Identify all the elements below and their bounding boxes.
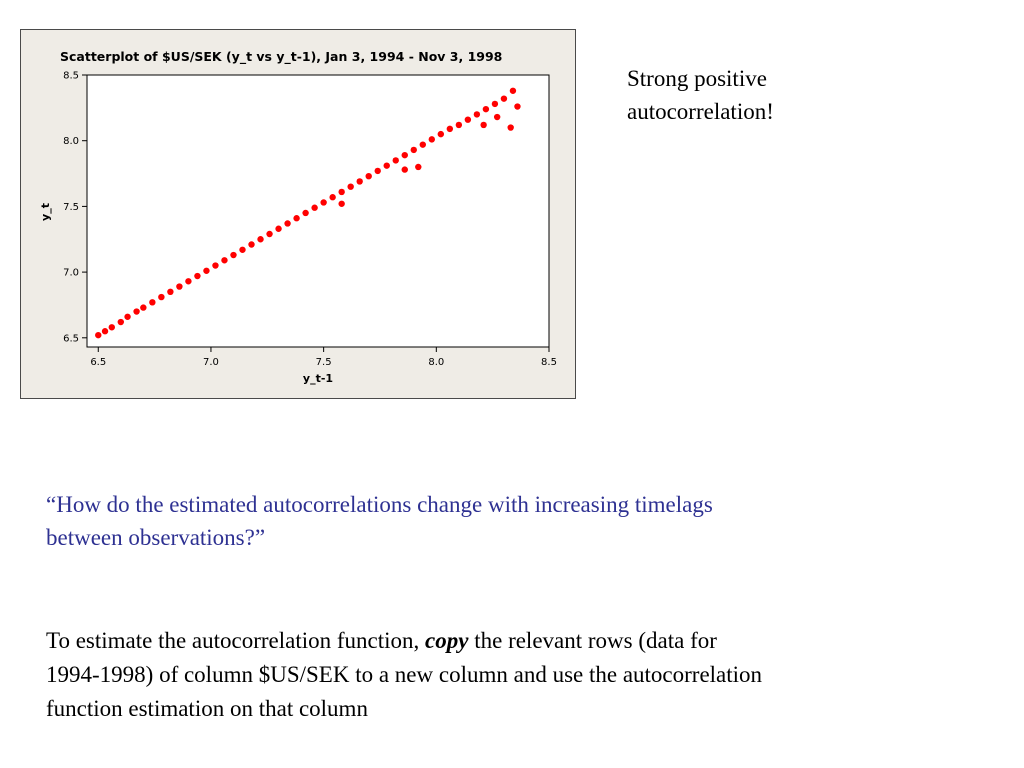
scatter-point	[221, 257, 228, 264]
x-axis: 6.5 7.0 7.5 8.0 8.5	[90, 347, 557, 368]
question-line-2: between observations?”	[46, 525, 266, 550]
data-points	[95, 87, 521, 339]
observation-note: Strong positive autocorrelation!	[627, 62, 957, 128]
scatter-point	[401, 151, 408, 159]
scatter-point	[176, 283, 183, 290]
scatter-point	[275, 225, 282, 232]
scatter-point	[356, 178, 363, 185]
x-tick-label: 7.5	[316, 357, 332, 368]
instructions-emphasis: copy	[425, 628, 469, 653]
scatter-point	[365, 172, 372, 180]
instructions-line-2: 1994-1998) of column $US/SEK to a new co…	[46, 662, 763, 687]
scatter-point	[108, 324, 115, 331]
scatter-point	[428, 136, 436, 143]
scatter-point	[338, 200, 345, 207]
scatter-point	[257, 236, 264, 243]
scatter-point	[507, 124, 514, 131]
instructions-line-1: To estimate the autocorrelation function…	[46, 624, 986, 658]
scatter-point	[482, 105, 490, 113]
scatter-point	[133, 308, 140, 315]
scatter-point	[464, 116, 472, 123]
scatter-point	[493, 113, 501, 121]
scatter-point	[95, 331, 102, 339]
scatter-point	[302, 209, 309, 217]
scatter-point	[374, 167, 381, 175]
question-line-1: “How do the estimated autocorrelations c…	[46, 492, 713, 517]
scatter-point	[101, 328, 109, 335]
scatter-point	[185, 278, 192, 285]
scatter-point	[212, 262, 219, 269]
instructions-part-2: the relevant rows (data for	[468, 628, 717, 653]
scatter-point	[203, 267, 210, 274]
scatter-point	[392, 157, 399, 164]
scatter-point	[117, 318, 125, 326]
scatter-point	[347, 183, 354, 190]
scatter-point	[230, 251, 237, 259]
scatter-point	[149, 299, 156, 306]
scatter-point	[437, 130, 445, 138]
scatter-point	[194, 272, 201, 280]
instructions-part-1: To estimate the autocorrelation function…	[46, 628, 426, 653]
scatter-point	[266, 230, 273, 238]
scatter-point	[500, 95, 508, 102]
question-text: “How do the estimated autocorrelations c…	[46, 488, 946, 554]
scatterplot-chart: Scatterplot of $US/SEK (y_t vs y_t-1), J…	[20, 29, 576, 399]
scatter-point	[446, 125, 454, 133]
y-tick-label: 8.5	[63, 71, 79, 82]
scatter-point	[480, 121, 487, 129]
chart-title: Scatterplot of $US/SEK (y_t vs y_t-1), J…	[60, 49, 502, 65]
scatter-point	[514, 103, 521, 110]
scatter-point	[167, 288, 174, 296]
x-tick-label: 6.5	[90, 357, 106, 368]
note-line-2: autocorrelation!	[627, 99, 774, 124]
scatter-point	[410, 146, 417, 154]
scatter-point	[419, 141, 426, 148]
scatter-point	[284, 220, 291, 227]
note-line-1: Strong positive	[627, 66, 767, 91]
scatterplot-svg: Scatterplot of $US/SEK (y_t vs y_t-1), J…	[39, 49, 557, 385]
scatter-point	[338, 188, 345, 196]
x-axis-label: y_t-1	[303, 372, 333, 385]
scatter-point	[509, 87, 517, 94]
scatter-point	[415, 163, 422, 171]
scatter-point	[248, 241, 255, 248]
scatter-point	[124, 313, 131, 320]
x-tick-label: 8.5	[541, 357, 557, 368]
scatter-point	[140, 304, 147, 311]
y-tick-label: 8.0	[63, 136, 79, 147]
scatter-point	[401, 166, 408, 173]
scatter-point	[473, 111, 481, 118]
y-tick-label: 7.0	[63, 268, 79, 279]
y-tick-label: 7.5	[63, 202, 79, 213]
scatter-point	[293, 215, 300, 222]
scatter-point	[239, 246, 246, 253]
scatter-point	[383, 162, 390, 169]
x-tick-label: 7.0	[203, 357, 219, 368]
instructions-line-3: function estimation on that column	[46, 696, 368, 721]
y-axis-label: y_t	[39, 203, 52, 221]
instructions-text: To estimate the autocorrelation function…	[46, 624, 986, 726]
scatter-point	[329, 194, 336, 201]
y-tick-label: 6.5	[63, 333, 79, 344]
plot-area	[86, 74, 550, 348]
scatter-point	[311, 204, 318, 211]
scatter-point	[455, 121, 463, 129]
scatter-point	[491, 100, 499, 108]
scatter-point	[158, 293, 165, 301]
y-axis: 6.5 7.0 7.5 8.0 8.5	[63, 71, 87, 344]
x-tick-label: 8.0	[428, 357, 444, 368]
scatter-point	[320, 199, 327, 206]
